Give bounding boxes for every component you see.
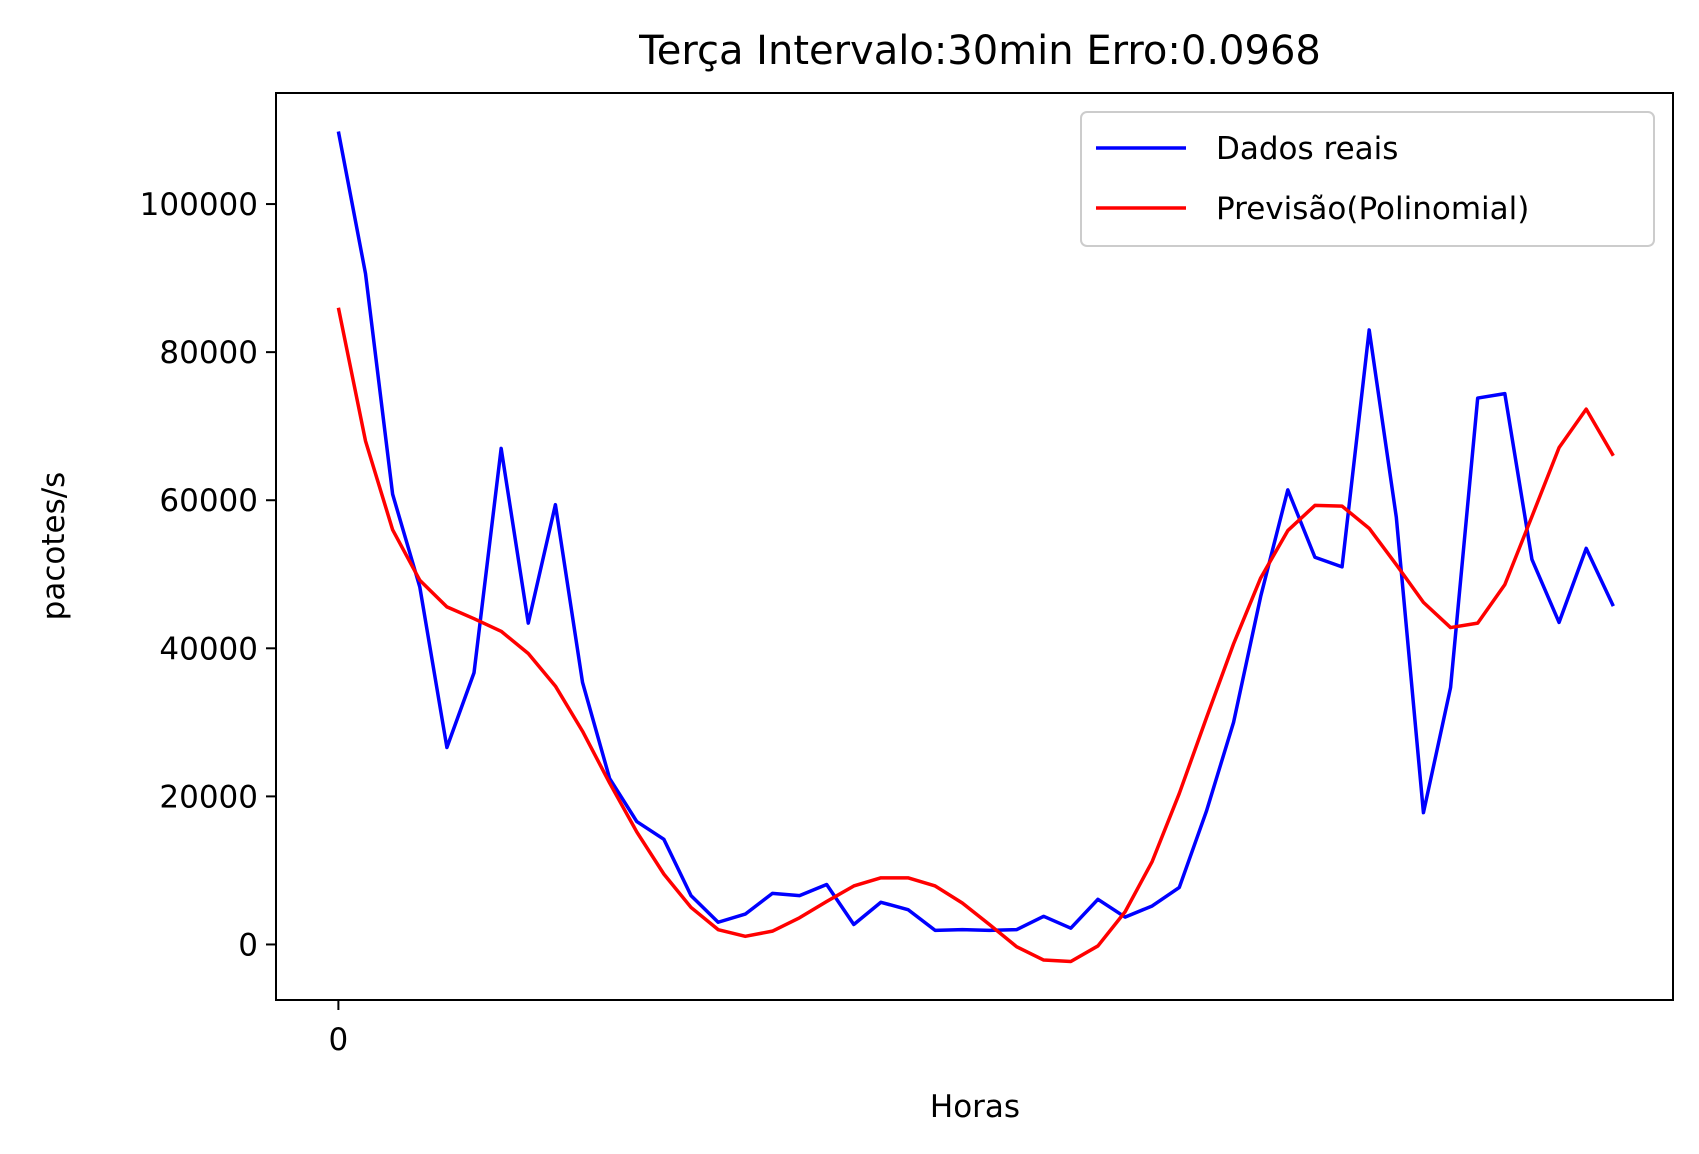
legend-box	[1080, 111, 1655, 247]
y-axis-ticks: 0 20000 40000 60000 80000 100000	[140, 187, 276, 963]
series-line-0	[336, 131, 1615, 933]
y-tick-label: 20000	[159, 779, 258, 815]
chart-title: Terça Intervalo:30min Erro:0.0968	[638, 28, 1321, 74]
x-axis-ticks: 0	[329, 1000, 349, 1058]
y-tick-label: 40000	[159, 631, 258, 667]
y-tick-label: 100000	[140, 187, 258, 223]
y-tick-label: 0	[238, 927, 258, 963]
x-tick-label: 0	[329, 1022, 349, 1058]
y-axis-label: pacotes/s	[36, 472, 72, 621]
y-tick-label: 80000	[159, 335, 258, 371]
y-tick-label: 60000	[159, 483, 258, 519]
series-line-1	[336, 307, 1615, 964]
legend: Dados reais Previsão(Polinomial)	[1080, 111, 1655, 247]
plot-frame	[275, 92, 1674, 1001]
legend-label-previsao: Previsão(Polinomial)	[1216, 191, 1529, 227]
series-layer	[336, 131, 1615, 964]
x-axis-label: Horas	[930, 1089, 1020, 1125]
legend-label-dados-reais: Dados reais	[1216, 131, 1398, 167]
